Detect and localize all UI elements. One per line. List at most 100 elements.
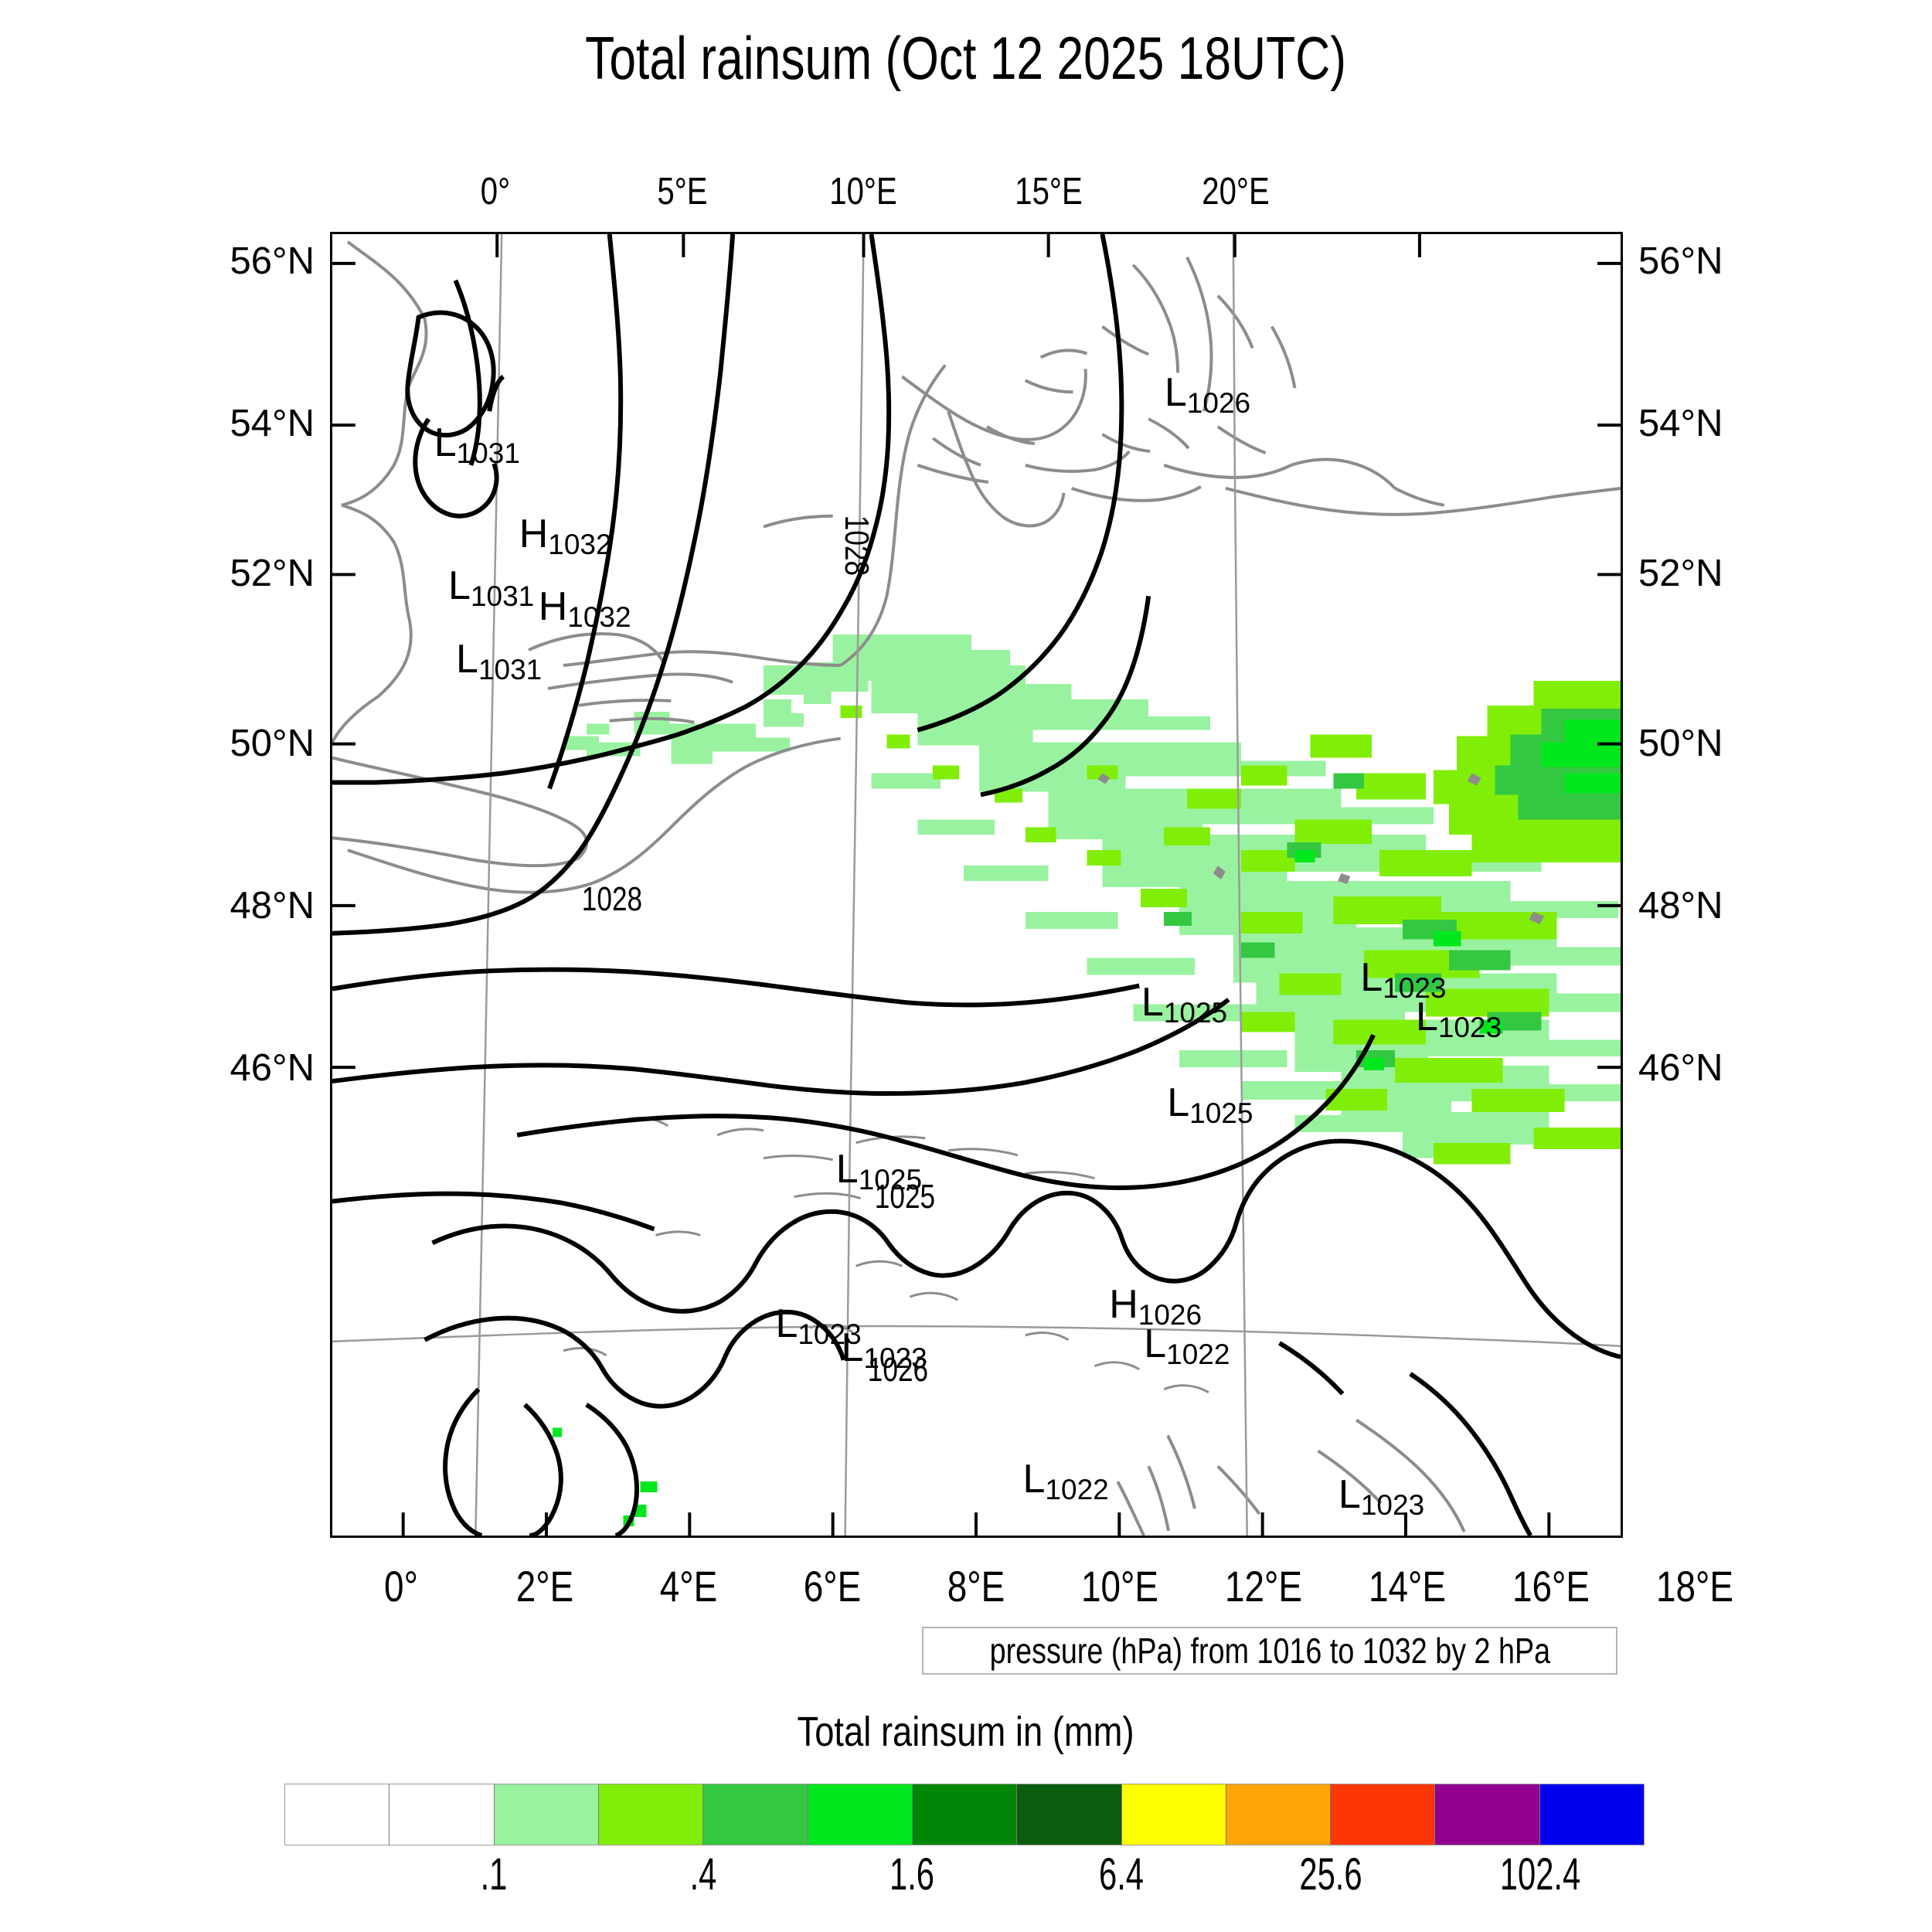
contour-label-2: 1025	[874, 1178, 935, 1216]
pressure-label-letter: L	[775, 1301, 798, 1347]
bottom-axis-tick-2: 4°E	[659, 1562, 718, 1611]
pressure-label-value: 1023	[863, 1342, 927, 1374]
right-axis-tick-5: 46°N	[1638, 1047, 1723, 1089]
pressure-label-letter: L	[1141, 980, 1164, 1026]
pressure-label-value: 1025	[1163, 997, 1228, 1029]
right-axis-tick-4: 48°N	[1638, 885, 1723, 927]
page-title: Total rainsum (Oct 12 2025 18UTC)	[585, 24, 1347, 92]
pressure-label-letter: H	[538, 584, 568, 630]
pressure-label-value: 1032	[567, 601, 631, 634]
colorbar-swatch-8[interactable]	[1121, 1784, 1226, 1845]
left-axis-tick-1: 54°N	[230, 403, 315, 444]
pressure-label-value: 1031	[470, 580, 535, 613]
colorbar-swatch-12[interactable]	[1539, 1784, 1645, 1845]
pressure-label-value: 1026	[1138, 1298, 1202, 1331]
top-axis-tick-4: 20°E	[1202, 171, 1270, 213]
pressure-label-letter: L	[434, 420, 457, 466]
colorbar-tick-0: .1	[480, 1849, 508, 1900]
colorbar-swatch-3[interactable]	[598, 1784, 704, 1845]
pressure-label-letter: L	[835, 1146, 859, 1192]
pressure-label-value: 1022	[1166, 1338, 1230, 1370]
right-axis-tick-1: 54°N	[1638, 403, 1723, 444]
left-axis-tick-4: 48°N	[230, 885, 315, 927]
weather-map[interactable]: L1031 H1032 L1031 H1032 L1031 L1026 L1023 L1025…	[330, 232, 1623, 1538]
colorbar-swatch-6[interactable]	[912, 1784, 1018, 1845]
top-axis-tick-1: 5°E	[657, 171, 708, 213]
pressure-label-l-8: L1023	[1415, 994, 1502, 1042]
bottom-axis-tick-3: 6°E	[803, 1562, 862, 1611]
colorbar-swatch-10[interactable]	[1331, 1784, 1436, 1845]
pressure-label-value: 1023	[1360, 1488, 1425, 1521]
colorbar-title: Total rainsum in (mm)	[797, 1709, 1135, 1755]
isobar-layer	[332, 234, 1621, 1536]
bottom-axis-tick-7: 14°E	[1368, 1562, 1447, 1611]
pressure-label-value: 1023	[1383, 972, 1447, 1005]
pressure-legend-box: pressure (hPa) from 1016 to 1032 by 2 hP…	[922, 1627, 1617, 1675]
pressure-label-value: 1023	[798, 1318, 862, 1351]
colorbar-swatch-2[interactable]	[494, 1784, 599, 1845]
top-axis-tick-3: 15°E	[1015, 171, 1083, 213]
pressure-label-value: 1031	[456, 437, 520, 470]
right-axis-tick-0: 56°N	[1638, 240, 1723, 282]
pressure-label-value: 1032	[548, 529, 612, 561]
colorbar-tick-4: 25.6	[1299, 1849, 1362, 1900]
pressure-label-value: 1025	[1189, 1097, 1253, 1129]
pressure-label-letter: L	[1164, 369, 1187, 415]
colorbar[interactable]	[284, 1784, 1645, 1845]
left-axis-tick-0: 56°N	[230, 240, 315, 282]
colorbar-swatch-5[interactable]	[808, 1784, 913, 1845]
colorbar-swatch-1[interactable]	[389, 1784, 495, 1845]
pressure-legend-text: pressure (hPa) from 1016 to 1032 by 2 hP…	[989, 1631, 1550, 1671]
contour-label-1: 1028	[582, 879, 643, 918]
pressure-label-value: 1022	[1045, 1473, 1109, 1505]
left-axis-tick-3: 50°N	[230, 723, 315, 764]
precipitation-layer	[552, 634, 1621, 1527]
colorbar-swatch-7[interactable]	[1017, 1784, 1122, 1845]
bottom-axis-tick-4: 8°E	[947, 1562, 1005, 1611]
pressure-label-letter: L	[1360, 955, 1383, 1001]
bottom-axis-tick-9: 18°E	[1655, 1562, 1734, 1611]
pressure-label-letter: L	[1144, 1321, 1167, 1366]
pressure-label-l-2: L1031	[448, 563, 534, 611]
bottom-axis-tick-1: 2°E	[515, 1562, 574, 1611]
contour-label-3: 1026	[868, 1351, 929, 1389]
colorbar-tick-5: 102.4	[1499, 1849, 1580, 1900]
top-axis-tick-2: 10°E	[829, 171, 897, 213]
pressure-label-l-11: L1023	[775, 1301, 861, 1349]
colorbar-tick-2: 1.6	[889, 1849, 935, 1900]
pressure-label-l-4: L1031	[456, 639, 542, 684]
pressure-label-h-1: H1032	[519, 512, 612, 559]
colorbar-tick-3: 6.4	[1099, 1849, 1145, 1900]
pressure-label-letter: L	[1022, 1456, 1046, 1502]
colorbar-swatch-9[interactable]	[1226, 1784, 1332, 1845]
pressure-label-l-0: L1031	[434, 420, 520, 468]
pressure-label-value: 1025	[858, 1163, 923, 1196]
pressure-label-letter: L	[1415, 994, 1438, 1039]
pressure-label-h-13: H1026	[1109, 1281, 1202, 1329]
pressure-label-letter: L	[1167, 1080, 1190, 1125]
graticule-layer	[332, 234, 1621, 1536]
right-axis-tick-2: 52°N	[1638, 553, 1723, 594]
pressure-label-l-5: L1026	[1164, 369, 1250, 417]
colorbar-swatch-11[interactable]	[1435, 1784, 1540, 1845]
colorbar-swatch-0[interactable]	[285, 1784, 390, 1845]
bottom-axis-tick-0: 0°	[384, 1562, 418, 1611]
pressure-label-l-15: L1022	[1022, 1456, 1109, 1504]
coastline-layer	[332, 240, 1621, 1536]
map-tick-marks	[332, 234, 1621, 1536]
pressure-label-letter: L	[448, 563, 471, 609]
pressure-label-letter: L	[841, 1325, 864, 1370]
pressure-label-value: 1023	[1437, 1011, 1502, 1043]
pressure-label-l-10: L1025	[835, 1146, 922, 1194]
left-axis-tick-5: 46°N	[230, 1047, 315, 1089]
top-axis-tick-0: 0°	[480, 171, 511, 213]
colorbar-tick-1: .4	[689, 1849, 716, 1900]
right-axis-tick-3: 50°N	[1638, 723, 1723, 764]
left-axis-tick-2: 52°N	[230, 553, 315, 594]
colorbar-swatch-4[interactable]	[703, 1784, 808, 1845]
colorbar-tick-labels: .1 .4 1.6 6.4 25.6 102.4	[284, 1849, 1645, 1910]
pressure-label-l-12: L1023	[841, 1325, 927, 1372]
pressure-label-letter: H	[1109, 1281, 1138, 1327]
pressure-label-letter: H	[519, 512, 549, 557]
bottom-axis-tick-5: 10°E	[1080, 1562, 1159, 1611]
